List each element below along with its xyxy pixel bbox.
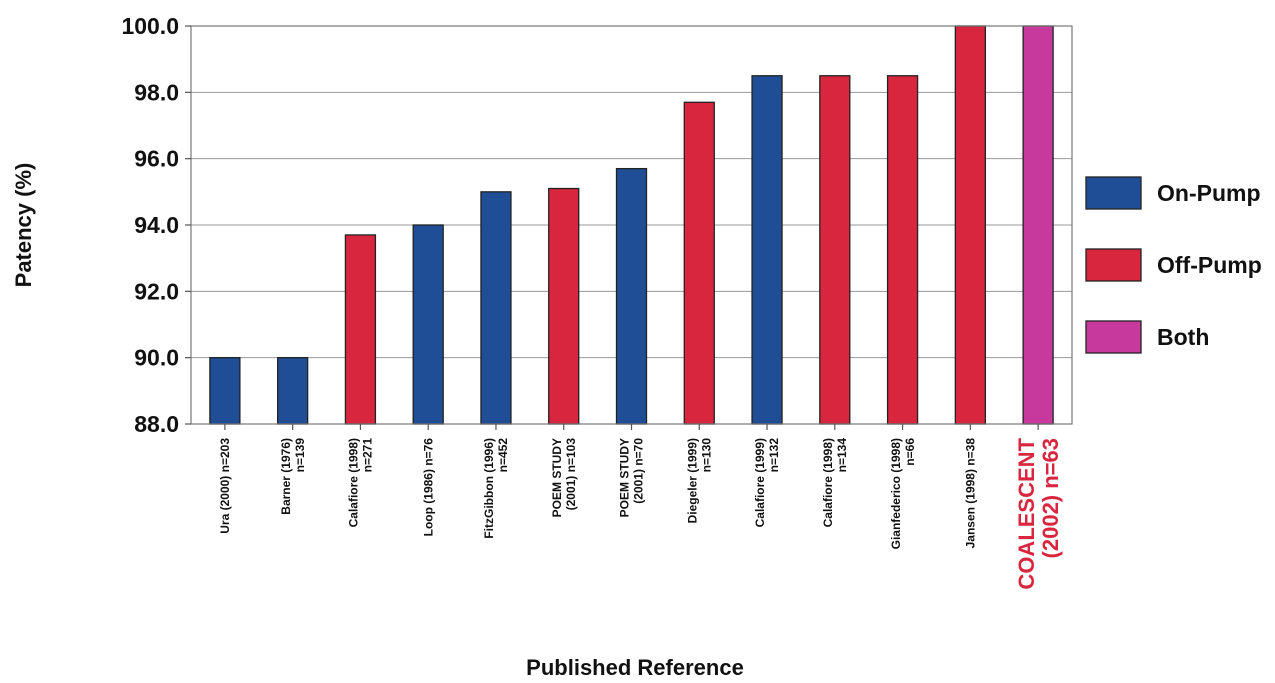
- bar-6: [548, 187, 580, 425]
- bar-1: [209, 357, 241, 425]
- legend-swatch-off-pump: [1085, 248, 1142, 282]
- x-category-label: Ura (2000) n=203: [218, 438, 232, 534]
- x-category-label: COALESCENT (2002) n=63: [1014, 437, 1063, 589]
- y-tick-label: 96.0: [134, 146, 179, 172]
- bar-9: [751, 75, 783, 425]
- x-category-label-line: Loop (1986) n=76: [421, 438, 435, 537]
- bar-12: [954, 25, 986, 425]
- bar-7: [615, 167, 648, 425]
- y-tick-label: 94.0: [134, 212, 179, 238]
- bar-10: [819, 75, 851, 425]
- x-category-label-line: n=271: [361, 438, 375, 473]
- legend-label: On-Pump: [1157, 180, 1261, 206]
- legend-label: Both: [1157, 324, 1209, 350]
- bar-5: [480, 191, 512, 425]
- x-category-label: Barner (1976) n=139: [279, 438, 307, 515]
- bar-4: [412, 224, 444, 425]
- x-category-label-line: n=132: [767, 438, 781, 473]
- bar-11: [886, 75, 919, 425]
- x-category-label-line: POEM STUDY: [550, 438, 564, 517]
- legend-label: Off-Pump: [1157, 252, 1262, 278]
- x-category-label: Jansen (1998) n=38: [964, 438, 978, 549]
- x-category-label-line: FitzGibbon (1996): [482, 438, 496, 539]
- axis-layer: [185, 25, 1073, 430]
- x-category-label-line: n=134: [835, 438, 849, 473]
- x-category-label: Calafiore (1999) n=132: [753, 438, 781, 528]
- y-tick-label: 90.0: [134, 345, 179, 371]
- x-category-label: POEM STUDY (2001) n=70: [618, 438, 646, 518]
- x-category-label-line: Jansen (1998) n=38: [964, 438, 978, 549]
- x-category-label-line: (2002) n=63: [1038, 438, 1063, 558]
- legend: On-Pump Off-Pump Both: [1085, 176, 1262, 354]
- x-category-label-line: Calafiore (1998): [347, 438, 361, 527]
- x-category-label-line: Gianfederico (1998): [889, 438, 903, 549]
- bar-layer: [209, 25, 1054, 425]
- x-category-label-line: n=139: [293, 438, 307, 473]
- x-axis-title: Published Reference: [526, 655, 744, 678]
- legend-swatch-on-pump: [1085, 176, 1142, 210]
- x-category-label: FitzGibbon (1996) n=452: [482, 438, 510, 539]
- x-category-label-line: Diegeler (1999): [685, 438, 699, 523]
- x-category-label-line: Calafiore (1999): [753, 438, 767, 527]
- x-category-label-line: Ura (2000) n=203: [218, 438, 232, 534]
- x-category-label-line: Barner (1976): [279, 438, 293, 515]
- y-tick-label: 100.0: [121, 13, 179, 39]
- x-category-label-line: (2001) n=70: [632, 438, 646, 504]
- x-category-label: Diegeler (1999) n=130: [685, 438, 713, 524]
- x-category-label: Calafiore (1998) n=134: [821, 438, 849, 528]
- bar-2: [277, 357, 309, 425]
- x-category-label: Loop (1986) n=76: [421, 438, 435, 537]
- bar-13: [1022, 25, 1054, 425]
- x-category-label-line: Calafiore (1998): [821, 438, 835, 527]
- x-category-label-line: POEM STUDY: [618, 438, 632, 517]
- y-axis-title: Patency (%): [11, 163, 36, 288]
- x-category-label: POEM STUDY (2001) n=103: [550, 438, 578, 518]
- legend-swatch-both: [1085, 320, 1142, 354]
- y-tick-labels: 88.0 90.0 92.0 94.0 96.0 98.0 100.0: [121, 13, 179, 437]
- y-tick-label: 98.0: [134, 79, 179, 105]
- y-tick-label: 92.0: [134, 278, 179, 304]
- x-category-label-line: n=66: [903, 438, 917, 466]
- y-tick-label: 88.0: [134, 411, 179, 437]
- x-category-labels: Ura (2000) n=203 Barner (1976) n=139 Calafi…: [218, 437, 1063, 589]
- x-category-label-line: n=452: [496, 438, 510, 473]
- bar-3: [344, 234, 377, 425]
- x-category-label: Gianfederico (1998) n=66: [889, 438, 917, 550]
- x-category-label-line: COALESCENT: [1014, 437, 1039, 589]
- x-category-label-line: (2001) n=103: [564, 438, 578, 511]
- bar-8: [683, 101, 715, 425]
- x-category-label-line: n=130: [699, 438, 713, 473]
- x-category-label: Calafiore (1998) n=271: [347, 438, 375, 528]
